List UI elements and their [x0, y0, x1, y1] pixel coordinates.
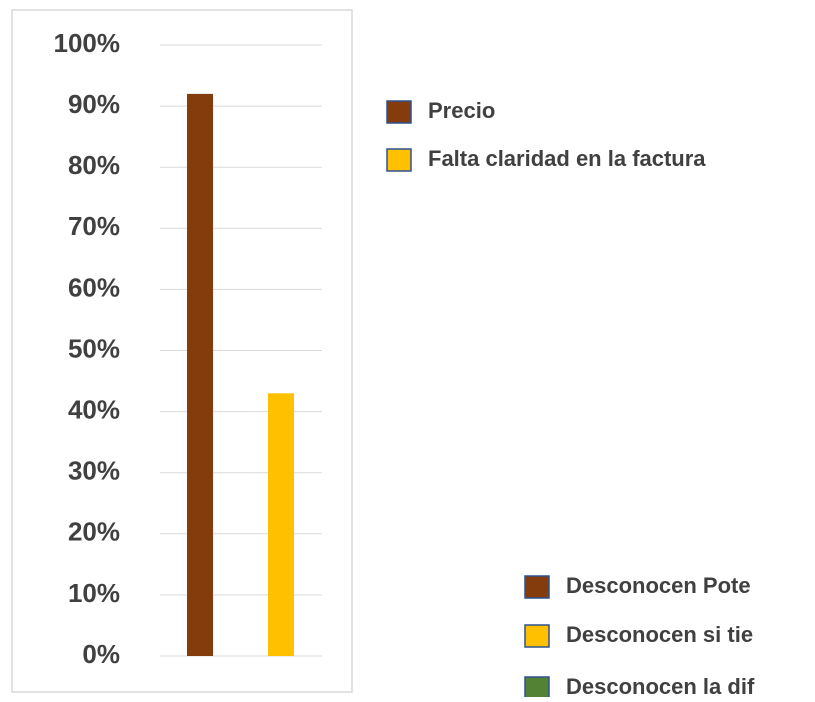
- y-tick-label: 100%: [54, 28, 121, 58]
- y-tick-label: 0%: [82, 639, 120, 669]
- y-tick-label: 60%: [68, 272, 120, 302]
- y-tick-label: 40%: [68, 394, 120, 424]
- legend-label: Desconocen si tie: [566, 622, 753, 647]
- bar: [187, 93, 213, 656]
- legend-swatch: [524, 575, 550, 599]
- y-tick-label: 70%: [68, 211, 120, 241]
- y-tick-label: 20%: [68, 517, 120, 547]
- y-tick-label: 90%: [68, 89, 120, 119]
- legend-swatch: [386, 148, 412, 172]
- legend-swatch: [524, 676, 550, 700]
- legend-label: Desconocen la dif: [566, 674, 755, 697]
- legend-swatch: [524, 624, 550, 648]
- y-tick-label: 30%: [68, 456, 120, 486]
- bar: [268, 393, 294, 656]
- chart-border: [11, 9, 353, 693]
- y-tick-label: 50%: [68, 333, 120, 363]
- y-tick-label: 10%: [68, 578, 120, 608]
- y-tick-label: 80%: [68, 150, 120, 180]
- legend-label: Falta claridad en la factura: [428, 146, 706, 171]
- legend-label: Desconocen Pote: [566, 573, 751, 598]
- legend-label: Precio: [428, 98, 495, 123]
- legend-swatch: [386, 100, 412, 124]
